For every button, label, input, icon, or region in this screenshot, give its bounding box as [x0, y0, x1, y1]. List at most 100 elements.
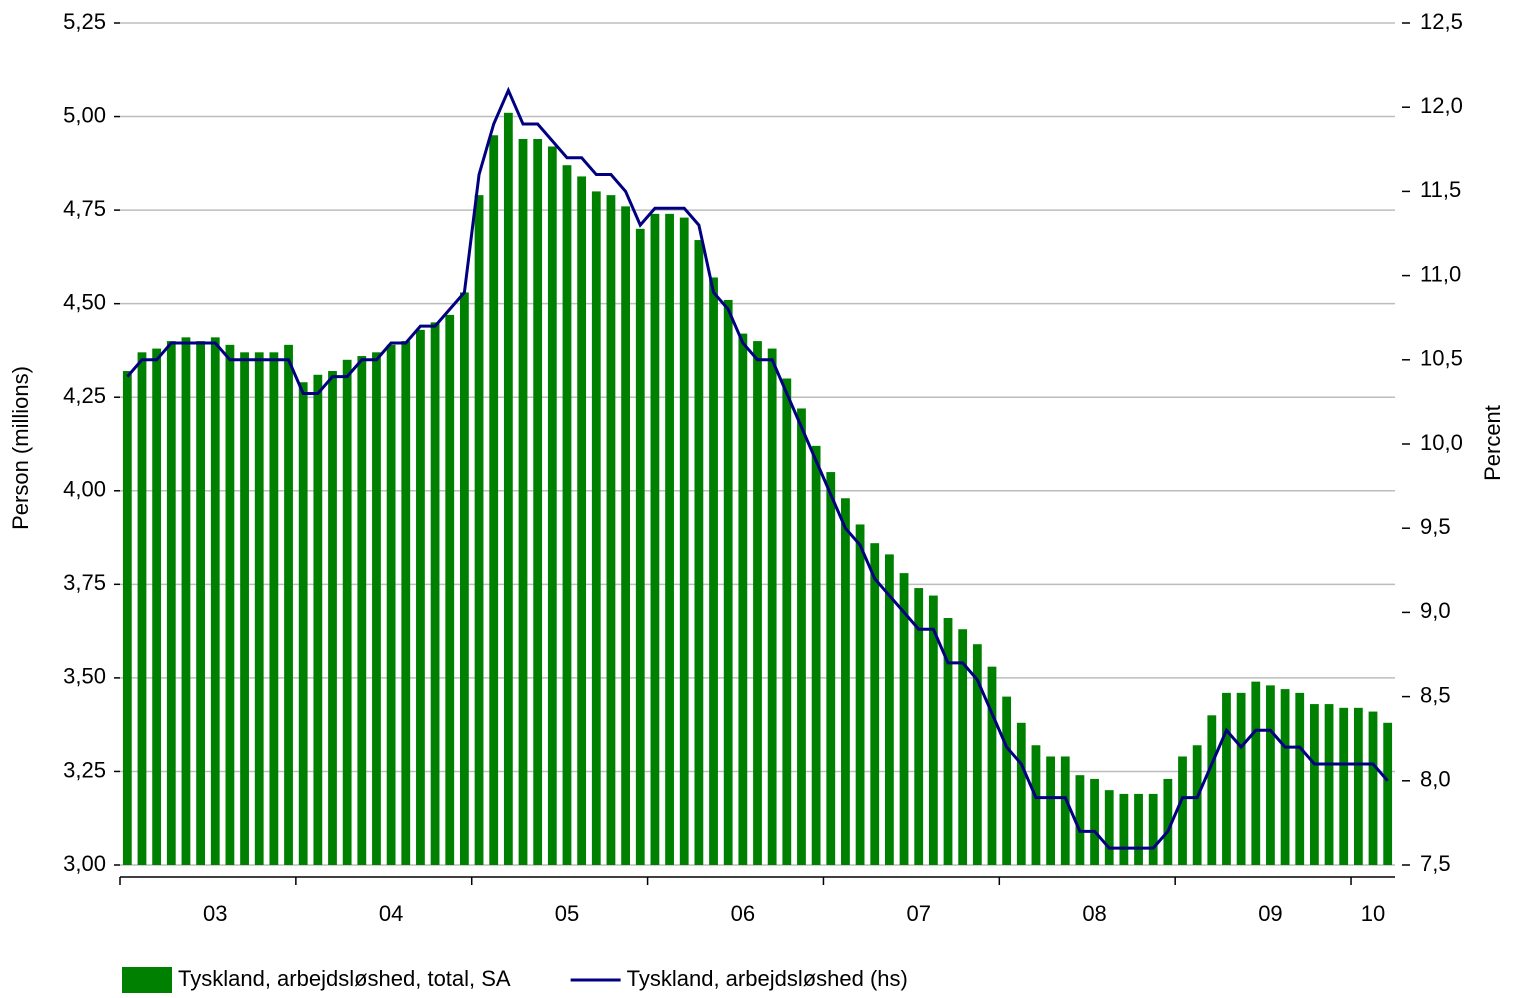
bar — [577, 176, 587, 866]
x-tick-label: 03 — [203, 901, 227, 926]
x-tick-label: 06 — [731, 901, 755, 926]
bar — [284, 344, 293, 865]
bar — [1148, 793, 1158, 865]
bar — [928, 595, 938, 865]
y2-tick-label: 7,5 — [1420, 851, 1451, 876]
bar — [503, 112, 513, 865]
y-tick-label: 3,50 — [63, 664, 106, 689]
bar — [958, 629, 968, 865]
bar — [416, 329, 425, 866]
line — [126, 86, 1389, 850]
y-tick-label: 3,25 — [63, 757, 106, 782]
bar — [533, 139, 543, 865]
bar — [591, 191, 601, 865]
bar — [474, 195, 484, 866]
y2-tick-label: 11,0 — [1420, 261, 1461, 286]
bar — [1046, 756, 1055, 865]
bar — [562, 165, 572, 865]
bar — [797, 408, 806, 865]
bar — [518, 139, 528, 865]
bar — [1163, 778, 1173, 865]
bar — [1353, 707, 1363, 865]
bar — [767, 348, 777, 865]
bar — [899, 573, 909, 865]
legend-swatch — [122, 967, 172, 993]
y-tick-label: 4,75 — [63, 196, 106, 221]
bar — [137, 352, 147, 865]
bar — [1134, 793, 1143, 865]
bar — [489, 135, 499, 865]
y-tick-label: 4,50 — [63, 289, 106, 314]
legend-label: Tyskland, arbejdsløshed, total, SA — [178, 966, 511, 991]
bar — [298, 382, 308, 865]
bar — [1236, 692, 1246, 865]
y-tick-label: 4,25 — [63, 383, 106, 408]
bar — [606, 195, 616, 866]
bar — [841, 498, 850, 865]
bar — [1031, 745, 1041, 865]
bar — [152, 348, 162, 865]
bar — [254, 352, 264, 865]
y-tick-label: 3,75 — [63, 570, 106, 595]
bar — [1178, 756, 1187, 865]
bar — [650, 213, 660, 865]
y2-tick-label: 8,5 — [1420, 682, 1451, 707]
y2-tick-label: 12,0 — [1420, 93, 1463, 118]
y2-tick-label: 9,0 — [1420, 598, 1451, 623]
bar — [313, 374, 323, 865]
x-tick-label: 08 — [1082, 901, 1106, 926]
bar — [269, 352, 279, 865]
bar — [1324, 704, 1334, 865]
bar — [665, 213, 674, 865]
y2-tick-label: 10,0 — [1420, 430, 1463, 455]
x-tick-label: 09 — [1258, 901, 1282, 926]
bar — [547, 146, 557, 865]
bar — [1339, 707, 1349, 865]
y2-tick-label: 9,5 — [1420, 514, 1451, 539]
bar — [782, 378, 792, 865]
bar — [122, 371, 132, 865]
bar — [1119, 793, 1129, 865]
bar — [1060, 756, 1070, 865]
bar — [342, 359, 352, 865]
bar — [1295, 692, 1305, 865]
bar — [1104, 790, 1114, 865]
bar — [885, 554, 894, 865]
bar — [372, 352, 381, 865]
bar — [460, 292, 469, 865]
y2-tick-label: 10,5 — [1420, 346, 1463, 371]
bar — [694, 240, 704, 865]
y2-tick-label: 8,0 — [1420, 767, 1451, 792]
bar — [445, 314, 455, 866]
bar — [1207, 715, 1217, 865]
x-tick-label: 07 — [906, 901, 930, 926]
y2-axis-label: Percent — [1480, 405, 1505, 481]
bar — [225, 344, 235, 865]
bar — [679, 217, 689, 865]
x-tick-label: 05 — [555, 901, 579, 926]
bar — [166, 341, 176, 866]
bar — [972, 644, 982, 865]
bar — [1016, 722, 1026, 865]
bar — [1383, 722, 1393, 865]
bar — [430, 322, 440, 865]
y-tick-label: 4,00 — [63, 477, 106, 502]
bar — [753, 341, 762, 866]
y-tick-label: 5,25 — [63, 9, 106, 34]
bar — [1368, 711, 1378, 865]
bar — [987, 666, 997, 865]
bar — [709, 277, 718, 866]
bar — [1192, 745, 1202, 865]
bar — [1280, 689, 1290, 865]
bar — [1266, 685, 1275, 865]
bar — [1310, 704, 1319, 865]
bar — [328, 371, 337, 865]
bar — [943, 618, 953, 865]
bar — [855, 524, 865, 865]
bar — [1075, 775, 1085, 865]
bar — [401, 341, 411, 866]
bar — [635, 228, 645, 866]
y-axis-label: Person (millions) — [8, 366, 33, 530]
legend-label: Tyskland, arbejdsløshed (hs) — [627, 966, 908, 991]
